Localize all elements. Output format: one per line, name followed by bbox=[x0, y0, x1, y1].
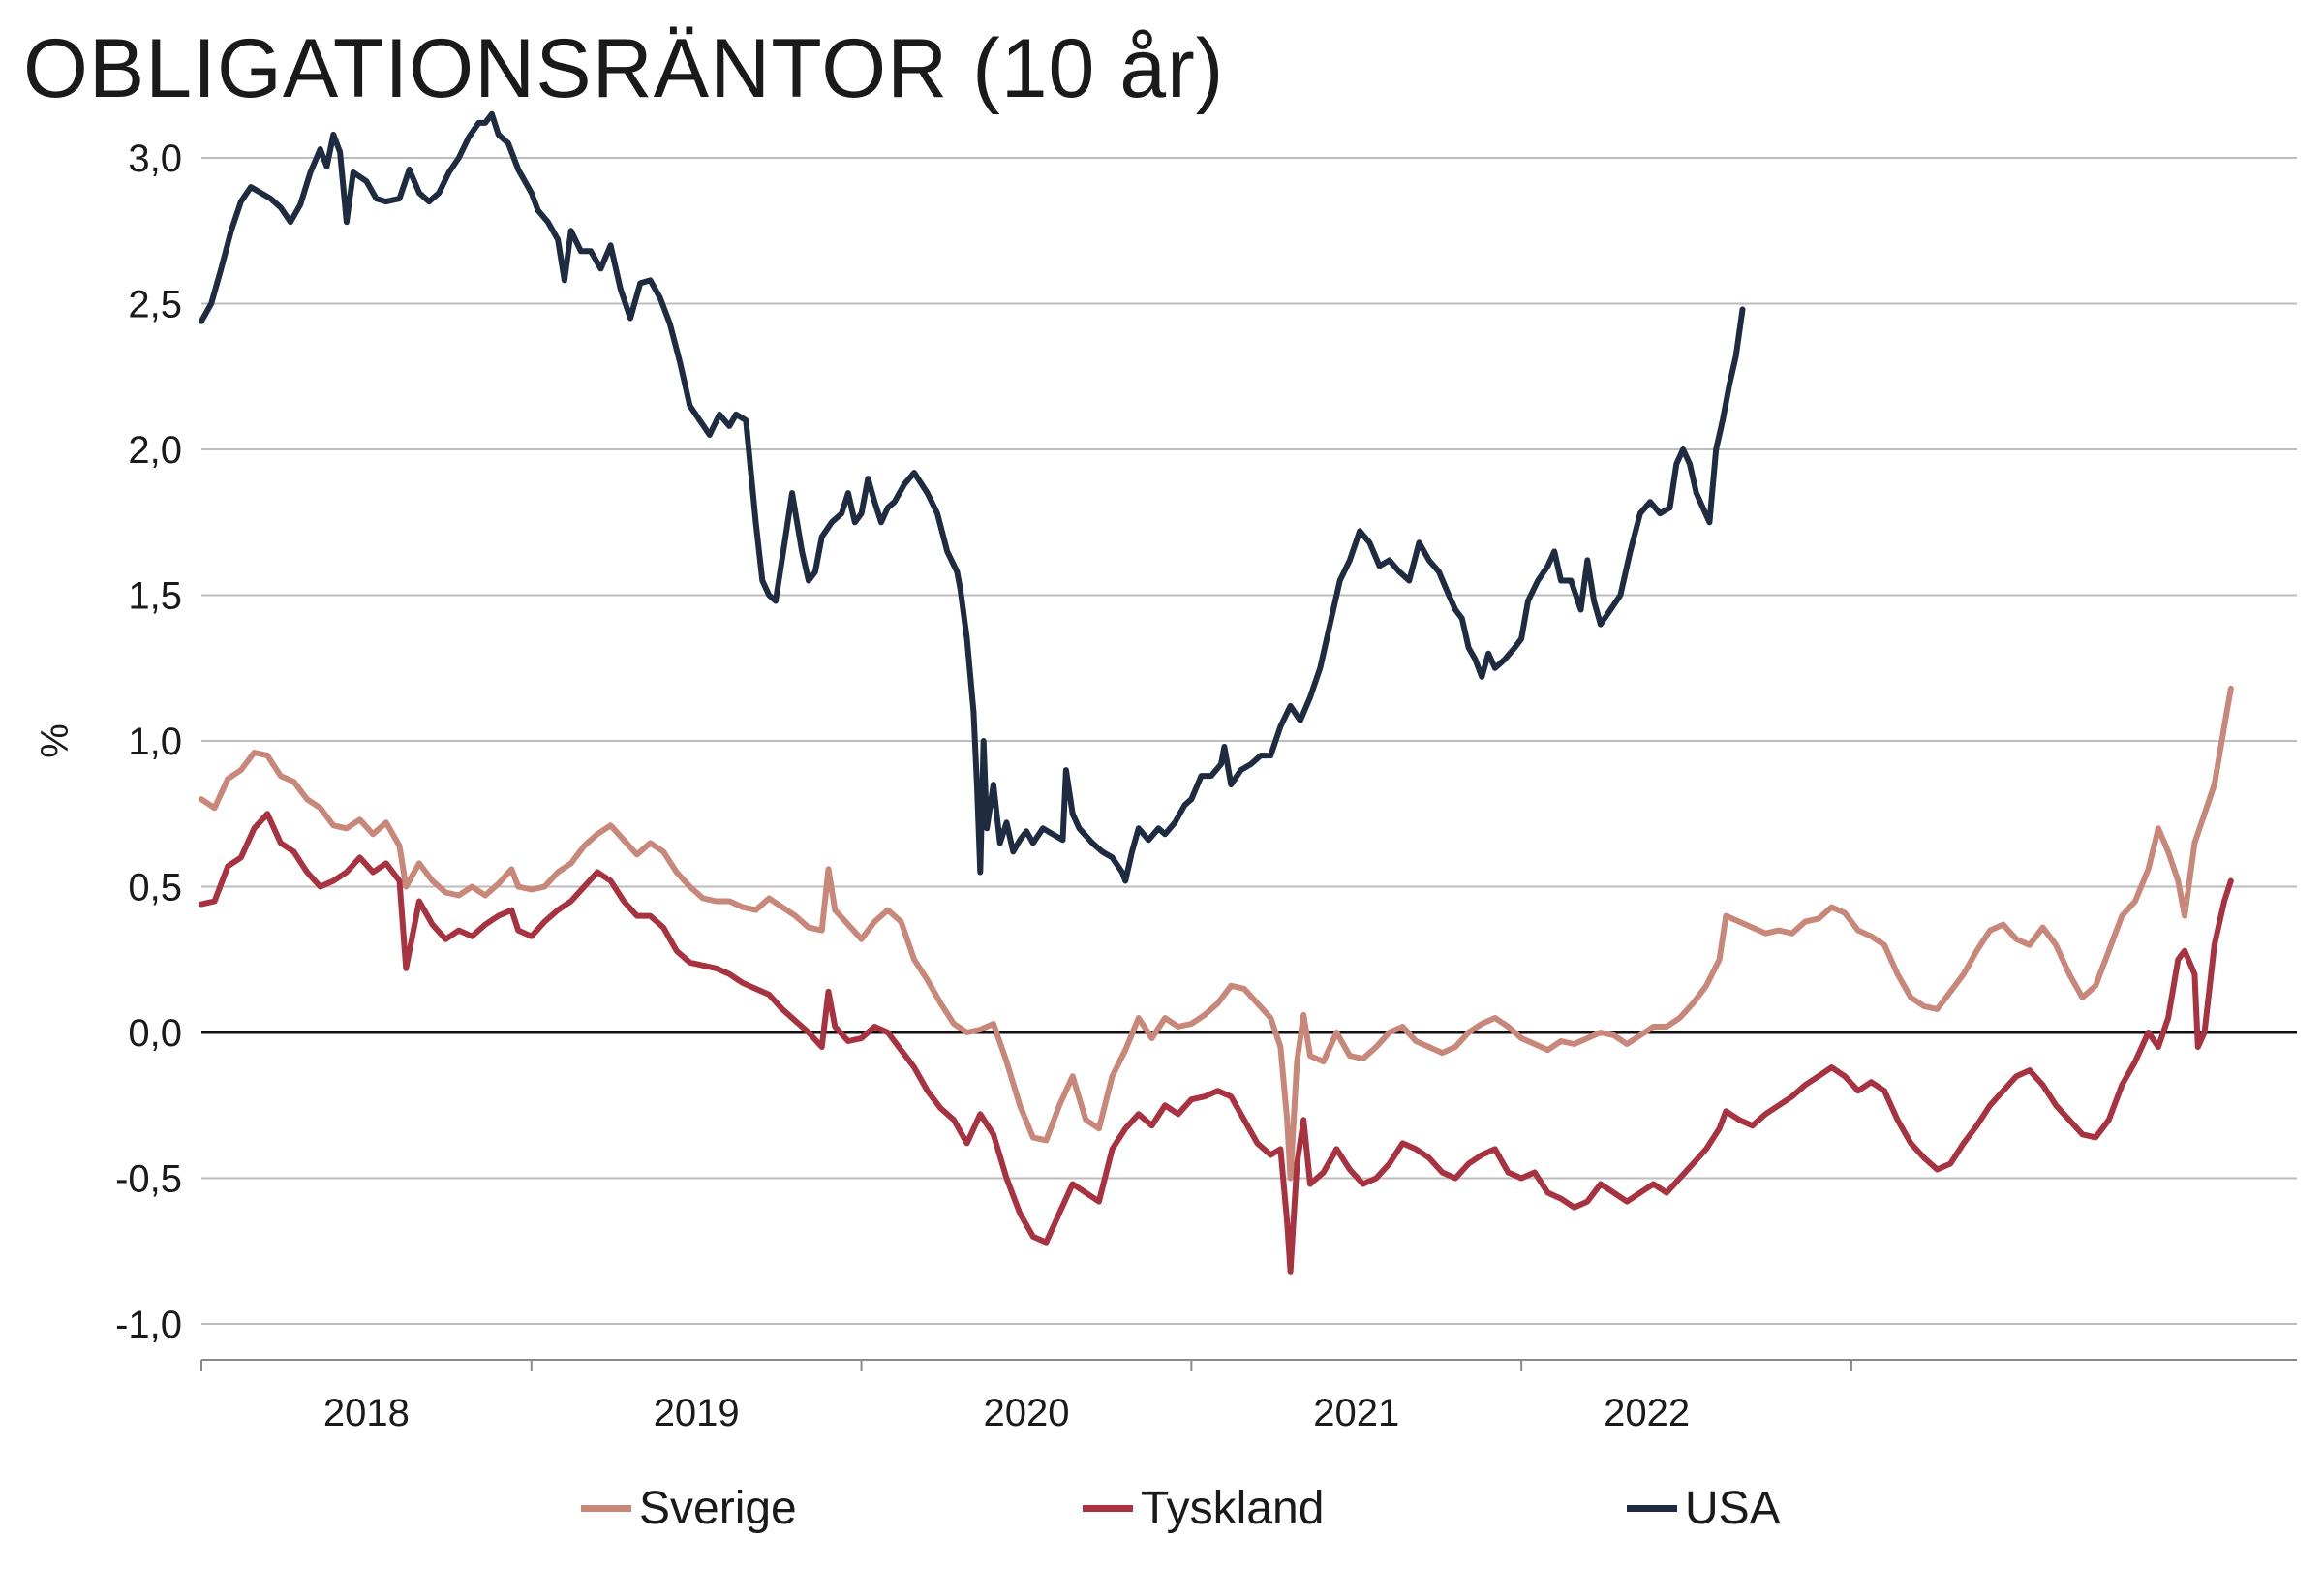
x-tick-label: 2021 bbox=[1313, 1392, 1399, 1434]
legend-label-sverige: Sverige bbox=[639, 1483, 797, 1534]
legend-label-usa: USA bbox=[1685, 1483, 1781, 1534]
y-tick-label: 0,0 bbox=[128, 1012, 182, 1055]
series-line-tyskland bbox=[199, 811, 2234, 1275]
y-tick-label: 1,0 bbox=[128, 721, 182, 763]
y-tick-label: 2,5 bbox=[128, 284, 182, 326]
legend-swatch-usa bbox=[1627, 1505, 1677, 1512]
series-line-sverige bbox=[199, 685, 2234, 1182]
x-tick-label: 2020 bbox=[983, 1392, 1069, 1434]
y-tick-label: 0,5 bbox=[128, 867, 182, 909]
grid-lines bbox=[201, 157, 2297, 1325]
series-lines bbox=[199, 110, 2234, 1275]
x-tick-label: 2019 bbox=[654, 1392, 740, 1434]
legend-item-sverige: Sverige bbox=[581, 1482, 797, 1535]
series-line-usa bbox=[199, 110, 1746, 884]
legend-label-tyskland: Tyskland bbox=[1141, 1483, 1325, 1534]
y-tick-label: -1,0 bbox=[115, 1304, 182, 1346]
legend-item-usa: USA bbox=[1627, 1482, 1781, 1535]
y-tick-label: 3,0 bbox=[128, 138, 182, 180]
x-tick-label: 2018 bbox=[323, 1392, 410, 1434]
x-tick-label: 2022 bbox=[1604, 1392, 1690, 1434]
legend-swatch-tyskland bbox=[1083, 1505, 1133, 1512]
y-tick-label: -0,5 bbox=[115, 1158, 182, 1201]
tick-labels: -1,0 -0,5 0,0 0,5 1,0 1,5 2,0 2,5 3,0 2018 2019 202… bbox=[115, 138, 1690, 1434]
y-axis-label: % bbox=[34, 723, 76, 758]
legend-swatch-sverige bbox=[581, 1505, 631, 1512]
chart-title: OBLIGATIONSRÄNTOR (10 år) bbox=[23, 22, 1225, 115]
y-tick-label: 1,5 bbox=[128, 575, 182, 618]
y-tick-label: 2,0 bbox=[128, 429, 182, 472]
legend-item-tyskland: Tyskland bbox=[1083, 1482, 1324, 1535]
x-axis bbox=[200, 1359, 2297, 1371]
